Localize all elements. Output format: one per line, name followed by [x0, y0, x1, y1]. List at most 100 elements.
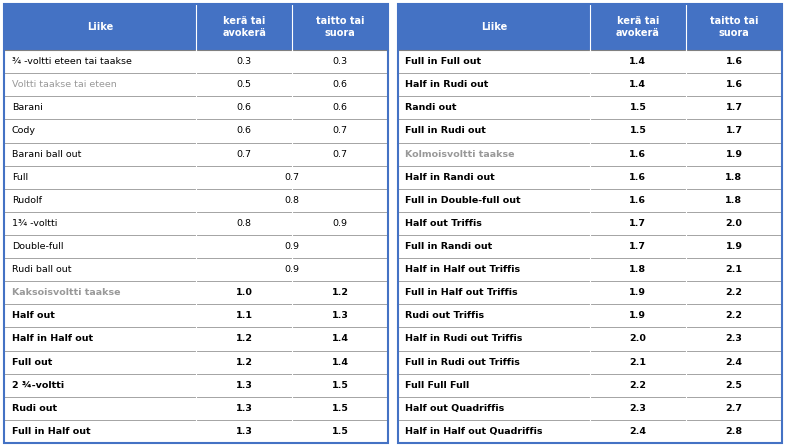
Bar: [590, 4, 686, 50]
Text: 2.4: 2.4: [630, 427, 646, 436]
Bar: [398, 50, 590, 73]
Text: ¾ -voltti eteen tai taakse: ¾ -voltti eteen tai taakse: [12, 57, 131, 66]
Text: Half out Triffis: Half out Triffis: [406, 219, 483, 228]
Bar: [4, 258, 196, 281]
Text: 0.6: 0.6: [332, 103, 347, 112]
Bar: [398, 119, 590, 143]
Bar: [686, 50, 782, 73]
Text: 1.4: 1.4: [630, 80, 646, 89]
Text: Half in Half out: Half in Half out: [12, 334, 93, 343]
Text: 1.2: 1.2: [236, 358, 252, 367]
Bar: [196, 212, 292, 235]
Text: Full in Randi out: Full in Randi out: [406, 242, 493, 251]
Text: 1.6: 1.6: [725, 57, 743, 66]
Text: 1.3: 1.3: [332, 312, 349, 320]
Bar: [196, 4, 292, 50]
Text: 1.5: 1.5: [630, 103, 646, 112]
Bar: [4, 143, 196, 166]
Text: Barani: Barani: [12, 103, 42, 112]
Bar: [686, 73, 782, 96]
Bar: [398, 189, 590, 212]
Bar: [686, 420, 782, 443]
Bar: [196, 143, 292, 166]
Text: 1¾ -voltti: 1¾ -voltti: [12, 219, 57, 228]
Bar: [398, 281, 590, 304]
Text: Double-full: Double-full: [12, 242, 63, 251]
Text: 1.6: 1.6: [630, 196, 646, 205]
Text: Liike: Liike: [481, 22, 507, 32]
Bar: [686, 143, 782, 166]
Text: 1.4: 1.4: [630, 57, 646, 66]
Bar: [292, 374, 388, 397]
Text: 0.9: 0.9: [332, 219, 347, 228]
Text: Half out Quadriffis: Half out Quadriffis: [406, 404, 505, 413]
Bar: [686, 235, 782, 258]
Bar: [686, 304, 782, 328]
Bar: [686, 328, 782, 350]
Text: Full out: Full out: [12, 358, 52, 367]
Text: 2.8: 2.8: [725, 427, 743, 436]
Bar: [590, 281, 686, 304]
Text: 1.6: 1.6: [630, 150, 646, 159]
Text: kerä tai
avokerä: kerä tai avokerä: [616, 16, 659, 38]
Bar: [686, 166, 782, 189]
Bar: [196, 96, 292, 119]
Text: Voltti taakse tai eteen: Voltti taakse tai eteen: [12, 80, 116, 89]
Text: Half in Rudi out: Half in Rudi out: [406, 80, 489, 89]
Bar: [4, 189, 196, 212]
Bar: [196, 73, 292, 96]
Text: Full in Double-full out: Full in Double-full out: [406, 196, 521, 205]
Bar: [398, 328, 590, 350]
Bar: [196, 258, 388, 281]
Text: Half out: Half out: [12, 312, 54, 320]
Bar: [398, 4, 782, 443]
Text: Cody: Cody: [12, 127, 35, 135]
Bar: [398, 397, 590, 420]
Bar: [4, 397, 196, 420]
Text: Full in Half out: Full in Half out: [12, 427, 90, 436]
Bar: [292, 397, 388, 420]
Bar: [292, 281, 388, 304]
Text: Rudi ball out: Rudi ball out: [12, 265, 72, 274]
Bar: [398, 258, 590, 281]
Bar: [196, 281, 292, 304]
Text: 1.5: 1.5: [630, 127, 646, 135]
Bar: [590, 374, 686, 397]
Bar: [292, 73, 388, 96]
Bar: [686, 119, 782, 143]
Text: Rudi out Triffis: Rudi out Triffis: [406, 312, 484, 320]
Text: 1.9: 1.9: [725, 150, 743, 159]
Bar: [398, 96, 590, 119]
Text: Full in Full out: Full in Full out: [406, 57, 482, 66]
Text: 2.5: 2.5: [725, 381, 743, 390]
Bar: [292, 50, 388, 73]
Bar: [292, 420, 388, 443]
Text: 0.8: 0.8: [237, 219, 252, 228]
Bar: [4, 212, 196, 235]
Bar: [4, 119, 196, 143]
Text: 1.9: 1.9: [725, 242, 743, 251]
Text: 1.3: 1.3: [236, 404, 252, 413]
Bar: [398, 304, 590, 328]
Text: 0.9: 0.9: [285, 265, 299, 274]
Text: 1.1: 1.1: [236, 312, 252, 320]
Bar: [292, 96, 388, 119]
Bar: [686, 258, 782, 281]
Bar: [686, 96, 782, 119]
Bar: [398, 73, 590, 96]
Text: 1.5: 1.5: [332, 427, 349, 436]
Text: 2.4: 2.4: [725, 358, 743, 367]
Text: 2.3: 2.3: [725, 334, 743, 343]
Bar: [4, 4, 388, 443]
Bar: [196, 397, 292, 420]
Text: 1.3: 1.3: [236, 381, 252, 390]
Bar: [398, 420, 590, 443]
Bar: [196, 235, 388, 258]
Bar: [398, 235, 590, 258]
Text: 1.7: 1.7: [630, 242, 646, 251]
Text: 1.4: 1.4: [332, 334, 349, 343]
Bar: [4, 73, 196, 96]
Text: 2.3: 2.3: [630, 404, 646, 413]
Bar: [292, 143, 388, 166]
Text: 0.5: 0.5: [237, 80, 252, 89]
